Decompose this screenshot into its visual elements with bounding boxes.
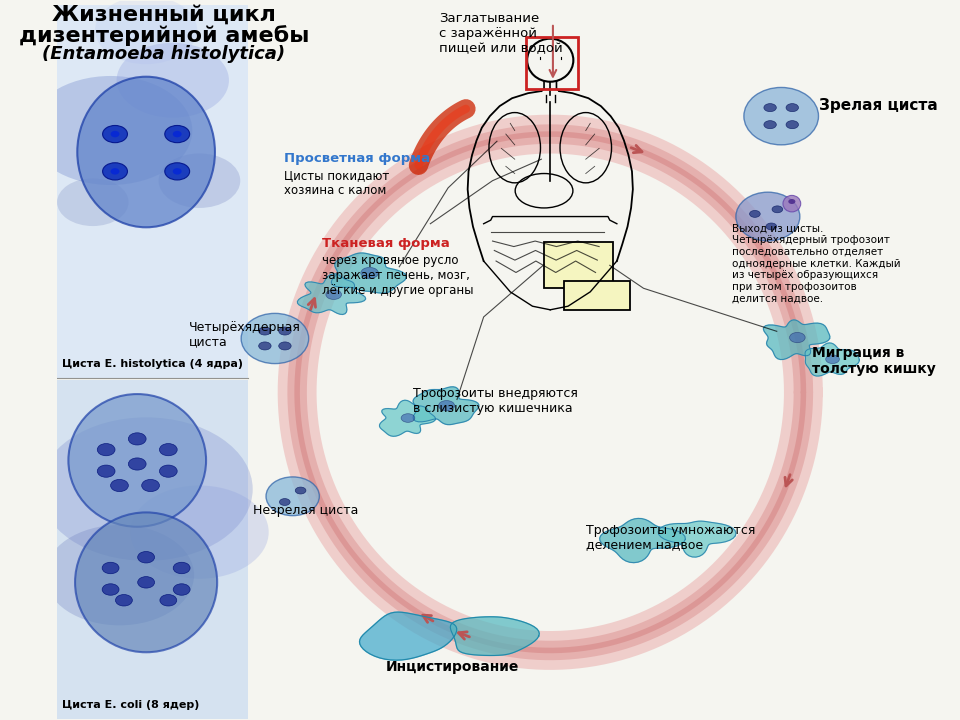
Ellipse shape <box>159 444 178 456</box>
Ellipse shape <box>129 433 146 445</box>
Ellipse shape <box>116 42 228 118</box>
Ellipse shape <box>783 195 801 212</box>
Polygon shape <box>413 387 479 425</box>
Text: Четырёхядерная
циста: Четырёхядерная циста <box>189 320 300 348</box>
Ellipse shape <box>78 77 215 228</box>
Ellipse shape <box>29 76 192 185</box>
Ellipse shape <box>159 465 178 477</box>
Ellipse shape <box>744 87 819 145</box>
Text: дизентерийной амебы: дизентерийной амебы <box>18 25 309 46</box>
Ellipse shape <box>97 465 115 477</box>
Text: Инцистирование: Инцистирование <box>386 660 519 674</box>
Polygon shape <box>659 521 736 557</box>
Text: Заглатывание
с заражённой
пищей или водой: Заглатывание с заражённой пищей или водо… <box>440 12 563 55</box>
Text: Миграция в
толстую кишку: Миграция в толстую кишку <box>812 346 936 376</box>
Ellipse shape <box>278 342 291 350</box>
Bar <box>544 242 613 288</box>
Ellipse shape <box>165 163 190 180</box>
Ellipse shape <box>173 131 181 138</box>
Polygon shape <box>805 343 859 376</box>
Ellipse shape <box>57 179 129 226</box>
Ellipse shape <box>325 289 342 300</box>
Text: Циста E. coli (8 ядер): Циста E. coli (8 ядер) <box>61 700 199 710</box>
Ellipse shape <box>110 480 129 492</box>
Ellipse shape <box>97 444 115 456</box>
Polygon shape <box>600 518 685 563</box>
Text: Просветная форма: Просветная форма <box>284 152 430 165</box>
Polygon shape <box>763 320 829 359</box>
Ellipse shape <box>75 513 217 652</box>
Polygon shape <box>298 274 366 315</box>
Ellipse shape <box>764 104 777 112</box>
Text: Трофозоиты умножаются
делением надвое: Трофозоиты умножаются делением надвое <box>586 523 756 552</box>
Text: через кровяное русло
заражает печень, мозг,
лёгкие и другие органы: через кровяное русло заражает печень, мо… <box>322 254 473 297</box>
Ellipse shape <box>826 355 839 364</box>
Ellipse shape <box>102 562 119 574</box>
Ellipse shape <box>131 485 269 579</box>
Ellipse shape <box>241 313 309 364</box>
Ellipse shape <box>439 400 455 411</box>
Ellipse shape <box>158 153 240 208</box>
Ellipse shape <box>103 125 128 143</box>
Ellipse shape <box>173 168 181 174</box>
Ellipse shape <box>39 418 252 561</box>
Ellipse shape <box>786 121 799 129</box>
Ellipse shape <box>361 267 378 279</box>
Text: Трофозоиты внедряются
в слизистую кишечника: Трофозоиты внедряются в слизистую кишечн… <box>413 387 578 415</box>
Ellipse shape <box>95 0 197 64</box>
Bar <box>58 5 249 378</box>
Ellipse shape <box>788 199 796 204</box>
Ellipse shape <box>137 577 155 588</box>
Ellipse shape <box>736 192 800 241</box>
Ellipse shape <box>137 552 155 563</box>
Ellipse shape <box>279 498 290 505</box>
Ellipse shape <box>102 584 119 595</box>
Ellipse shape <box>173 584 190 595</box>
Bar <box>526 37 578 89</box>
Ellipse shape <box>278 327 291 335</box>
Polygon shape <box>450 617 540 655</box>
Text: Тканевая форма: Тканевая форма <box>322 237 449 250</box>
Ellipse shape <box>786 104 799 112</box>
Bar <box>58 380 249 719</box>
Ellipse shape <box>258 327 271 335</box>
Ellipse shape <box>45 525 194 626</box>
Text: Выход из цисты.
Четырёхядерный трофозоит
последовательно отделяет
одноядерные кл: Выход из цисты. Четырёхядерный трофозоит… <box>732 224 901 303</box>
Ellipse shape <box>110 131 119 138</box>
Text: Незрелая циста: Незрелая циста <box>252 504 358 517</box>
Ellipse shape <box>68 394 206 527</box>
Ellipse shape <box>129 458 146 470</box>
Ellipse shape <box>173 562 190 574</box>
Polygon shape <box>359 612 457 660</box>
Ellipse shape <box>110 168 119 174</box>
Ellipse shape <box>266 477 320 516</box>
Polygon shape <box>331 253 406 293</box>
Polygon shape <box>379 400 436 436</box>
Text: Цисты покидают
хозяина с калом: Цисты покидают хозяина с калом <box>284 169 389 197</box>
Ellipse shape <box>258 342 271 350</box>
Ellipse shape <box>115 595 132 606</box>
Ellipse shape <box>750 210 760 217</box>
Ellipse shape <box>160 595 177 606</box>
Text: Циста E. histolytica (4 ядра): Циста E. histolytica (4 ядра) <box>61 359 243 369</box>
Text: (Entamoeba histolytica): (Entamoeba histolytica) <box>42 45 285 63</box>
Ellipse shape <box>401 414 415 423</box>
Ellipse shape <box>766 223 777 230</box>
Ellipse shape <box>764 121 777 129</box>
Ellipse shape <box>296 487 306 494</box>
Ellipse shape <box>789 333 805 343</box>
Text: Жизненный цикл: Жизненный цикл <box>52 5 276 25</box>
Ellipse shape <box>165 125 190 143</box>
Ellipse shape <box>142 480 159 492</box>
Bar <box>564 281 630 310</box>
Text: Зрелая циста: Зрелая циста <box>820 98 938 113</box>
Ellipse shape <box>103 163 128 180</box>
Ellipse shape <box>772 206 782 212</box>
